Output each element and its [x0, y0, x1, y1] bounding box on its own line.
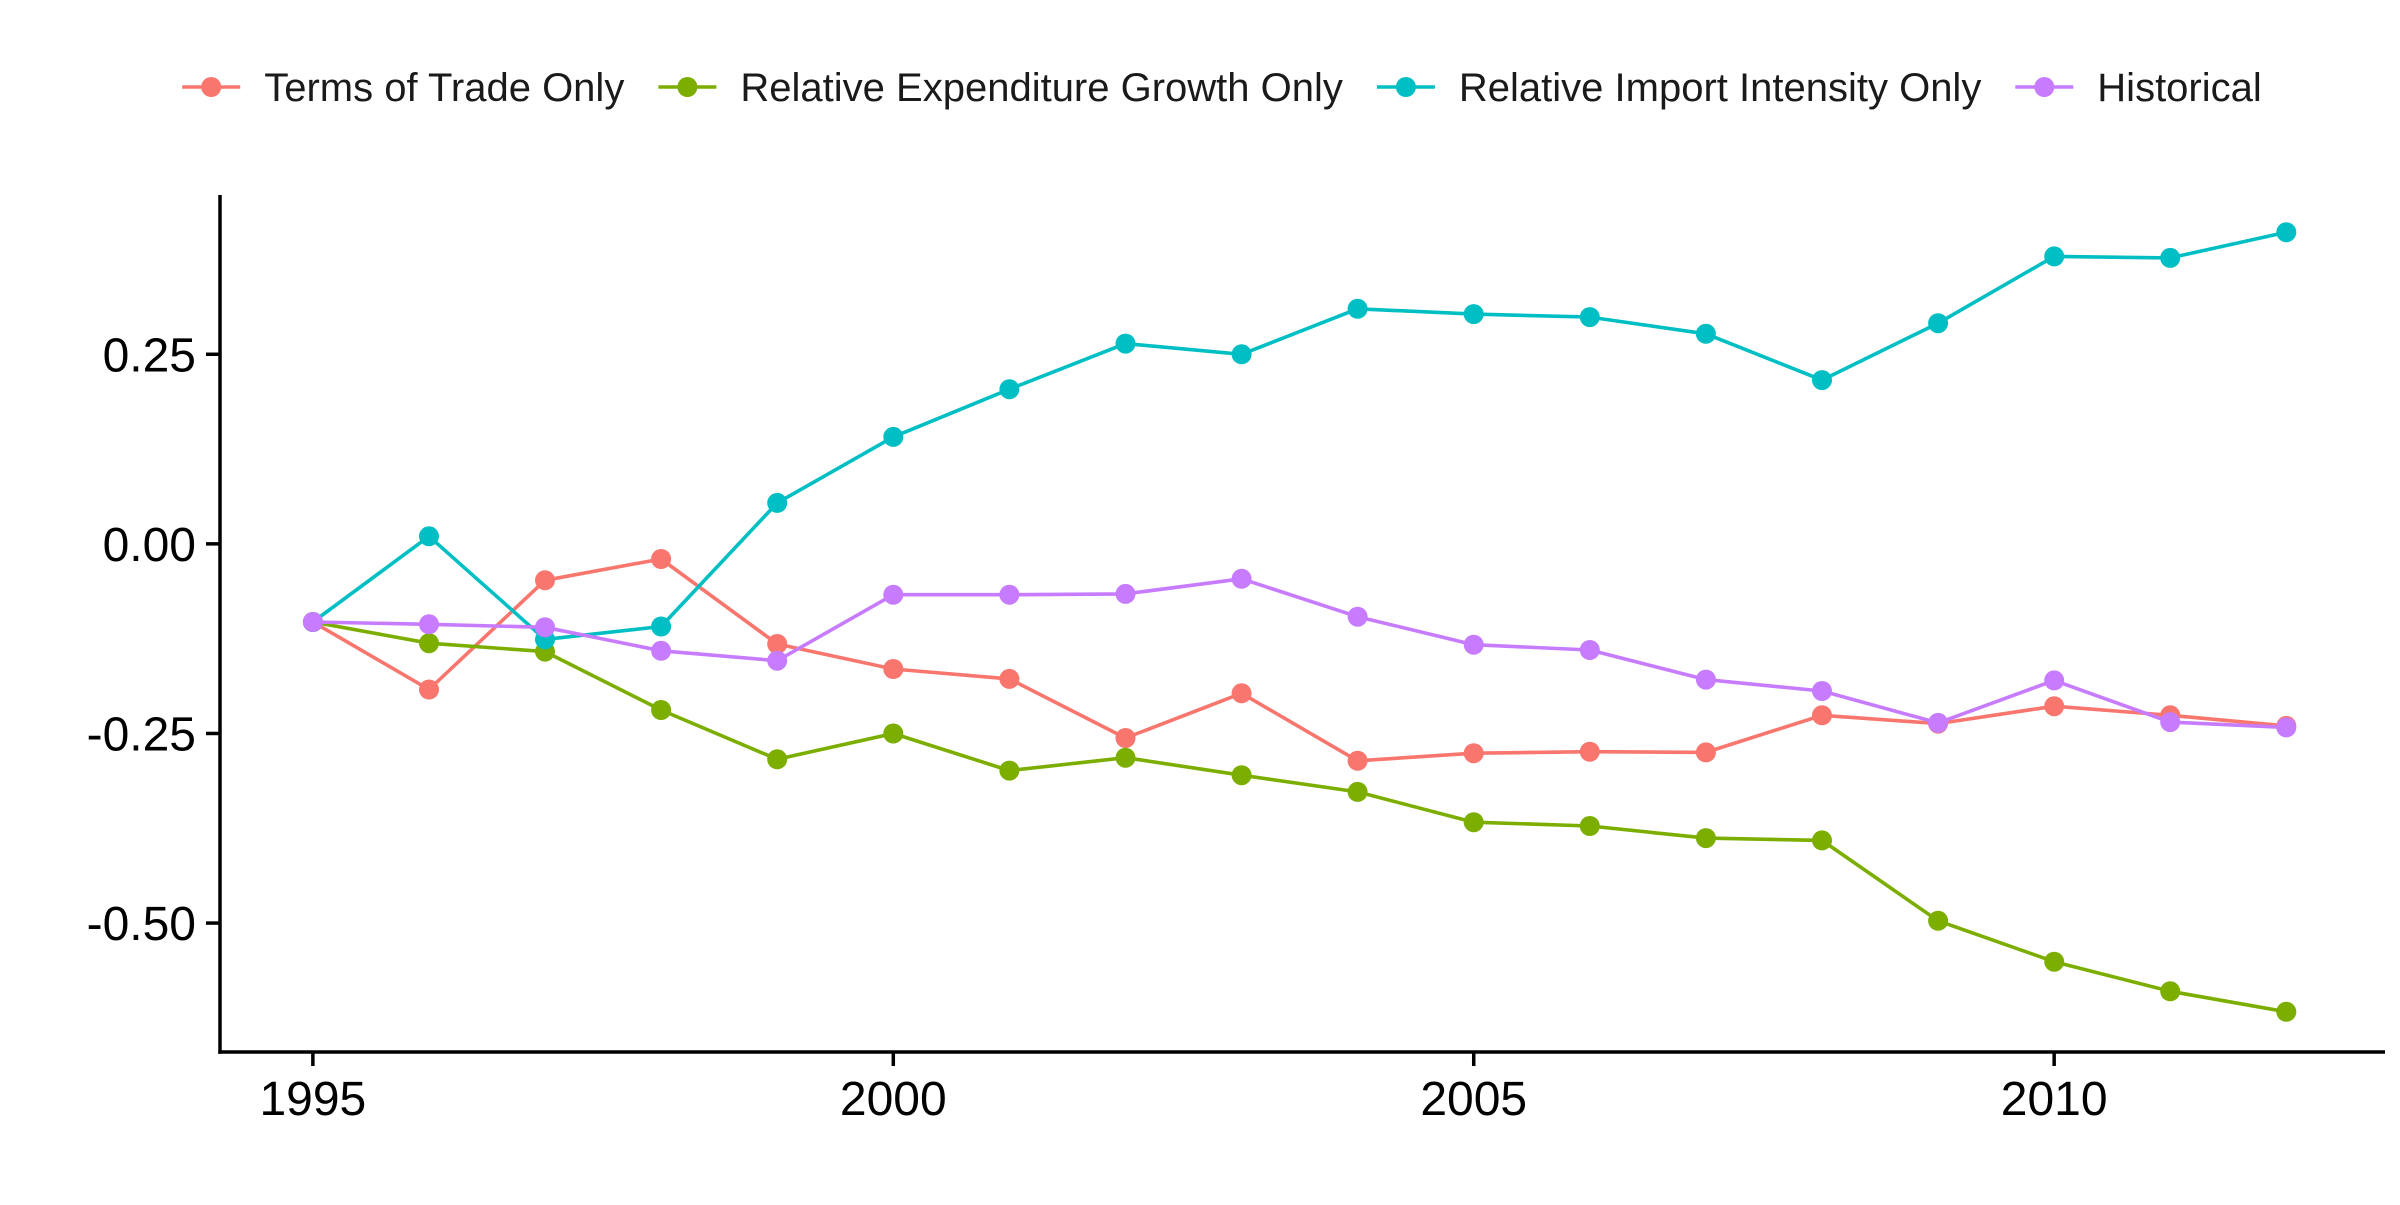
data-point-historical-1995	[302, 612, 323, 632]
data-point-relative-import-intensity-only-2003	[1231, 344, 1252, 365]
x-tick-label: 2000	[840, 1073, 947, 1126]
data-point-terms-of-trade-only-2010	[2044, 696, 2065, 717]
series-line-terms-of-trade-only	[311, 557, 2287, 763]
data-point-relative-expenditure-growth-only-2006	[1579, 816, 1600, 836]
data-point-historical-1996	[419, 614, 439, 635]
x-tick-label: 2010	[2001, 1073, 2108, 1126]
data-point-relative-expenditure-growth-only-2011	[2160, 981, 2181, 1002]
data-point-terms-of-trade-only-2005	[1463, 743, 1484, 764]
data-point-historical-2004	[1347, 606, 1368, 627]
legend-key	[658, 77, 717, 97]
data-point-relative-import-intensity-only-2006	[1579, 307, 1600, 328]
x-tick-label: 1995	[259, 1073, 366, 1126]
data-point-terms-of-trade-only-1998	[651, 549, 672, 569]
data-point-historical-2007	[1695, 669, 1716, 690]
data-point-relative-import-intensity-only-2004	[1347, 298, 1368, 319]
y-tick-label: 0.25	[103, 329, 196, 382]
data-point-historical-2005	[1463, 634, 1484, 655]
data-point-relative-expenditure-growth-only-2010	[2044, 951, 2065, 972]
data-point-relative-import-intensity-only-2007	[1695, 323, 1716, 344]
data-point-relative-import-intensity-only-2008	[1812, 370, 1832, 391]
data-point-terms-of-trade-only-2007	[1695, 742, 1716, 763]
data-point-terms-of-trade-only-1997	[535, 570, 555, 591]
series-line-historical	[312, 576, 2287, 730]
data-point-relative-import-intensity-only-2001	[999, 379, 1020, 400]
data-point-historical-1999	[767, 650, 788, 671]
legend-label: Relative Import Intensity Only	[1459, 66, 1981, 110]
data-point-relative-expenditure-growth-only-2001	[999, 760, 1020, 781]
data-point-historical-1997	[535, 617, 555, 638]
data-point-historical-2011	[2160, 712, 2181, 733]
data-point-historical-2008	[1812, 681, 1832, 701]
legend-key	[2015, 77, 2074, 97]
axes: 0.25 0.00 -0.25 -0.50 1995 2000 2005 2010	[87, 195, 2385, 1126]
data-point-historical-2001	[999, 584, 1020, 605]
series-line-relative-import-intensity-only	[311, 230, 2287, 642]
y-tick-label: -0.25	[87, 708, 196, 761]
data-point-relative-expenditure-growth-only-2008	[1812, 830, 1832, 851]
data-point-terms-of-trade-only-2004	[1347, 750, 1368, 771]
legend: Terms of Trade Only Relative Expenditure …	[182, 66, 2262, 110]
data-point-relative-expenditure-growth-only-2007	[1695, 828, 1716, 849]
legend-item-relative-import-intensity-only: Relative Import Intensity Only	[1376, 66, 1981, 110]
data-point-historical-1998	[651, 640, 672, 661]
data-point-relative-import-intensity-only-2010	[2044, 246, 2065, 267]
data-point-relative-expenditure-growth-only-2002	[1115, 747, 1136, 768]
data-point-relative-import-intensity-only-2000	[883, 426, 904, 447]
data-point-relative-expenditure-growth-only-2000	[883, 723, 904, 744]
data-point-historical-2000	[883, 584, 904, 605]
data-point-relative-expenditure-growth-only-2009	[1928, 910, 1949, 931]
data-point-terms-of-trade-only-2002	[1115, 728, 1136, 748]
data-point-relative-expenditure-growth-only-2004	[1347, 781, 1368, 802]
data-point-relative-expenditure-growth-only-2012	[2276, 1001, 2297, 1022]
legend-label: Relative Expenditure Growth Only	[740, 66, 1343, 110]
x-tick-label: 2005	[1420, 1073, 1527, 1126]
data-point-terms-of-trade-only-1996	[419, 679, 439, 700]
data-point-relative-expenditure-growth-only-2005	[1463, 812, 1484, 833]
data-point-relative-import-intensity-only-2011	[2160, 247, 2181, 268]
data-point-relative-import-intensity-only-2009	[1928, 313, 1949, 334]
data-point-terms-of-trade-only-2001	[999, 668, 1020, 689]
data-point-terms-of-trade-only-2006	[1579, 741, 1600, 762]
data-point-terms-of-trade-only-1999	[767, 634, 788, 654]
data-point-relative-import-intensity-only-2012	[2276, 222, 2297, 243]
series-terms-of-trade-only	[302, 549, 2297, 771]
data-point-historical-2010	[2044, 670, 2065, 691]
legend-key	[1376, 77, 1435, 97]
legend-label: Historical	[2097, 66, 2261, 110]
data-point-relative-import-intensity-only-1998	[651, 616, 672, 637]
series-historical	[302, 568, 2297, 738]
legend-label: Terms of Trade Only	[264, 66, 624, 110]
data-point-terms-of-trade-only-2003	[1231, 683, 1252, 704]
data-point-relative-import-intensity-only-1996	[419, 526, 439, 547]
data-point-historical-2012	[2276, 717, 2297, 738]
data-point-relative-import-intensity-only-2002	[1115, 333, 1136, 354]
data-point-relative-expenditure-growth-only-1998	[651, 700, 672, 720]
legend-key	[182, 77, 241, 97]
data-point-historical-2009	[1928, 712, 1949, 733]
data-point-historical-2002	[1115, 583, 1136, 604]
y-tick-label: 0.00	[103, 519, 196, 572]
data-point-historical-2006	[1579, 640, 1600, 660]
data-point-relative-expenditure-growth-only-1999	[767, 749, 788, 770]
data-point-terms-of-trade-only-2008	[1812, 705, 1832, 726]
series-relative-expenditure-growth-only	[302, 612, 2297, 1022]
series-relative-import-intensity-only	[302, 222, 2297, 650]
data-point-relative-expenditure-growth-only-2003	[1231, 765, 1252, 786]
series-layer	[302, 222, 2297, 1022]
y-tick-label: -0.50	[87, 898, 196, 951]
data-point-relative-expenditure-growth-only-1996	[419, 633, 439, 654]
data-point-historical-2003	[1231, 568, 1252, 589]
data-point-relative-import-intensity-only-1999	[767, 492, 788, 513]
legend-item-relative-expenditure-growth-only: Relative Expenditure Growth Only	[658, 66, 1343, 110]
data-point-terms-of-trade-only-2000	[883, 659, 904, 679]
series-line-relative-expenditure-growth-only	[312, 620, 2287, 1014]
data-point-relative-import-intensity-only-2005	[1463, 304, 1484, 325]
legend-item-terms-of-trade-only: Terms of Trade Only	[182, 66, 624, 110]
legend-item-historical: Historical	[2015, 66, 2262, 110]
